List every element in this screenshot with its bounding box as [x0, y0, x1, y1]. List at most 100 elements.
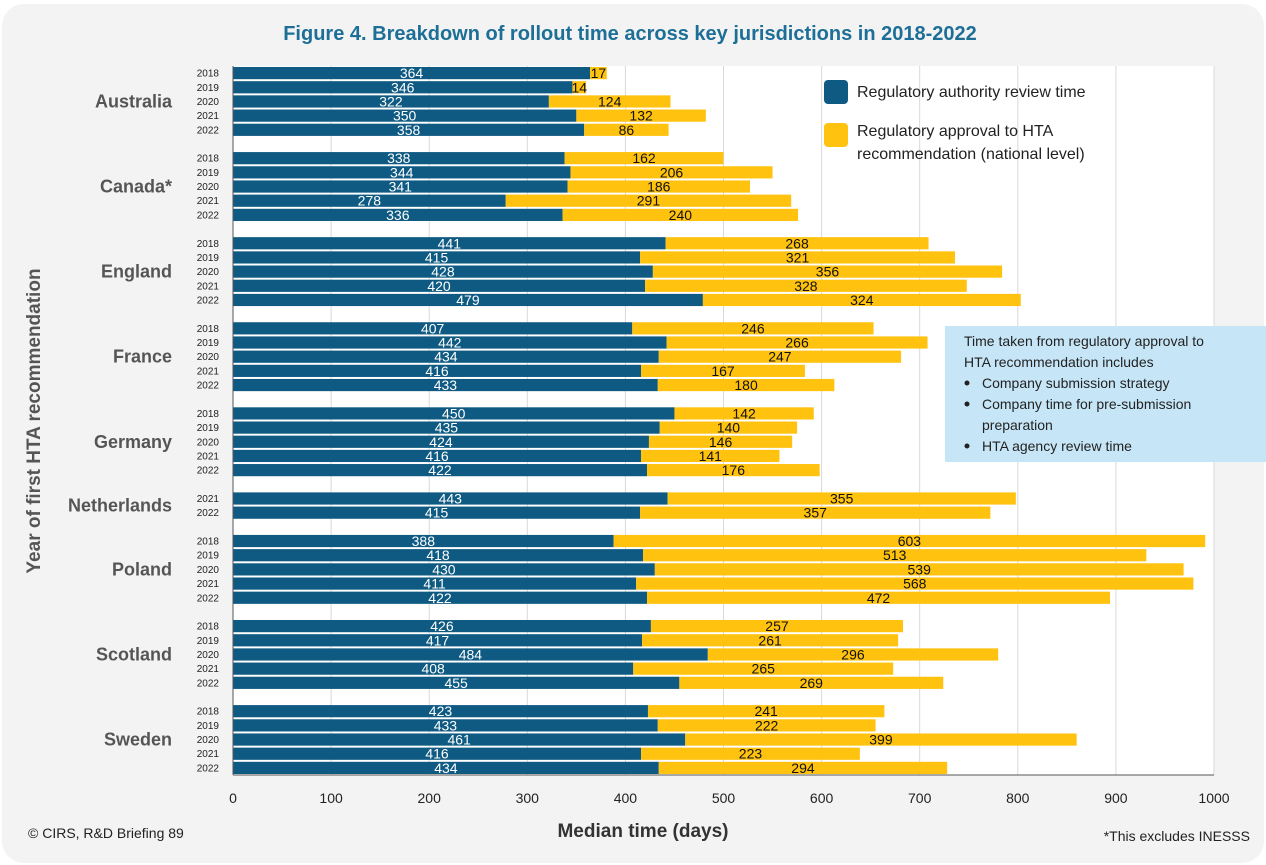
year-tick-label: 2021: [197, 281, 220, 292]
note-heading: HTA recommendation includes: [964, 354, 1154, 370]
approval-value-label: 246: [741, 320, 765, 336]
bar-review: [233, 237, 666, 250]
bar-approval-to-hta: [548, 95, 671, 108]
bar-approval-to-hta: [659, 421, 798, 434]
legend-swatch-approval: [824, 123, 848, 147]
review-value-label: 411: [423, 576, 446, 592]
approval-value-label: 472: [867, 590, 891, 606]
x-tick-label: 100: [319, 790, 343, 806]
bar-review: [233, 407, 675, 420]
bar-approval-to-hta: [645, 279, 967, 292]
approval-value-label: 176: [722, 462, 746, 478]
bar-review: [233, 95, 549, 108]
approval-value-label: 294: [791, 760, 815, 776]
note-box-background: [945, 326, 1266, 462]
bar-review: [233, 733, 686, 746]
bar-approval-to-hta: [648, 435, 793, 448]
country-label: Poland: [112, 559, 172, 579]
review-value-label: 441: [438, 235, 462, 251]
bar-review: [233, 81, 573, 94]
chart-title: Figure 4. Breakdown of rollout time acro…: [283, 23, 977, 45]
bar-review: [233, 109, 577, 122]
x-tick-label: 0: [229, 790, 237, 806]
bar-approval-to-hta: [564, 152, 724, 165]
note-bullet-text: HTA agency review time: [982, 438, 1132, 454]
bar-approval-to-hta: [666, 336, 928, 349]
bar-approval-to-hta: [641, 449, 780, 463]
year-tick-label: 2018: [197, 409, 220, 420]
approval-value-label: 124: [598, 93, 622, 109]
bar-approval-to-hta: [640, 251, 956, 264]
bar-approval-to-hta: [647, 705, 885, 718]
country-label: Germany: [94, 432, 172, 452]
bullet-dot: [964, 380, 970, 386]
year-tick-label: 2022: [197, 210, 220, 221]
year-tick-label: 2019: [197, 338, 220, 349]
approval-value-label: 266: [785, 335, 809, 351]
bar-approval-to-hta: [658, 761, 948, 775]
x-tick-label: 700: [908, 790, 932, 806]
year-tick-label: 2019: [197, 551, 220, 562]
year-tick-label: 2022: [197, 295, 220, 306]
legend: Regulatory authority review time Regulato…: [824, 80, 1086, 163]
bar-review: [233, 634, 643, 647]
year-tick-label: 2022: [197, 381, 220, 392]
approval-value-label: 357: [804, 505, 828, 521]
bullet-dot: [964, 443, 970, 449]
review-value-label: 341: [389, 179, 413, 195]
review-value-label: 479: [456, 292, 480, 308]
year-tick-label: 2021: [197, 451, 220, 462]
bar-review: [233, 577, 637, 590]
bar-review: [233, 591, 647, 604]
year-tick-label: 2019: [197, 636, 220, 647]
review-value-label: 338: [387, 150, 411, 166]
year-tick-label: 2021: [197, 579, 220, 590]
review-value-label: 358: [397, 122, 421, 138]
bar-approval-to-hta: [613, 534, 1206, 548]
approval-value-label: 324: [850, 292, 874, 308]
bar-review: [233, 180, 568, 193]
approval-value-label: 146: [709, 434, 733, 450]
approval-value-label: 167: [711, 363, 735, 379]
review-value-label: 388: [412, 533, 436, 549]
bar-review: [233, 350, 659, 363]
x-tick-label: 200: [418, 790, 442, 806]
approval-value-label: 296: [841, 646, 865, 662]
review-value-label: 443: [439, 490, 463, 506]
footer-credit: © CIRS, R&D Briefing 89: [28, 825, 184, 841]
approval-value-label: 141: [699, 448, 723, 464]
bar-review: [233, 648, 708, 661]
year-tick-label: 2021: [197, 749, 220, 760]
x-tick-label: 900: [1104, 790, 1128, 806]
bar-review: [233, 676, 680, 689]
approval-value-label: 142: [732, 405, 756, 421]
review-value-label: 434: [434, 760, 458, 776]
review-value-label: 346: [391, 79, 415, 95]
bar-review: [233, 364, 642, 377]
approval-value-label: 241: [754, 703, 778, 719]
year-tick-label: 2022: [197, 593, 220, 604]
bar-review: [233, 322, 633, 335]
approval-value-label: 268: [785, 235, 809, 251]
approval-value-label: 321: [786, 249, 810, 265]
x-tick-label: 800: [1006, 790, 1030, 806]
review-value-label: 433: [434, 717, 458, 733]
review-value-label: 418: [426, 547, 450, 563]
legend-label-approval: recommendation (national level): [857, 146, 1085, 163]
bar-approval-to-hta: [654, 563, 1184, 576]
bar-review: [233, 152, 565, 165]
bar-review: [233, 506, 641, 519]
bar-approval-to-hta: [562, 208, 799, 221]
bar-review: [233, 662, 634, 675]
approval-value-label: 261: [758, 632, 782, 648]
approval-value-label: 355: [830, 490, 854, 506]
x-tick-label: 400: [614, 790, 638, 806]
review-value-label: 407: [421, 320, 445, 336]
year-tick-label: 2022: [197, 125, 220, 136]
year-tick-label: 2021: [197, 111, 220, 122]
note-bullet-text: Company submission strategy: [982, 375, 1170, 391]
year-tick-label: 2020: [197, 735, 220, 746]
approval-value-label: 603: [898, 533, 922, 549]
bar-approval-to-hta: [702, 293, 1021, 307]
